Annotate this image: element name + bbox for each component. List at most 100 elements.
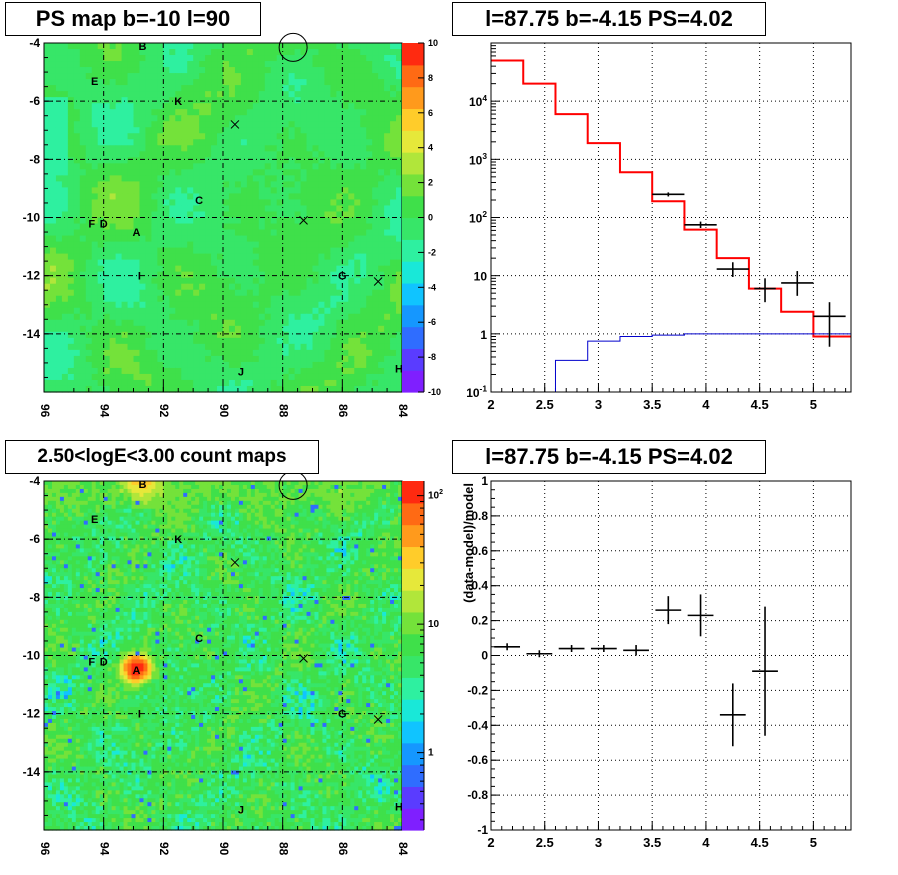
heatmap-cell xyxy=(127,259,135,267)
heatmap-cell xyxy=(205,379,212,387)
heatmap-cell xyxy=(246,488,252,494)
heatmap-cell xyxy=(44,307,51,315)
heatmap-cell xyxy=(366,520,371,526)
heatmap-cell xyxy=(262,488,268,494)
heatmap-cell xyxy=(147,512,152,518)
heatmap-cell xyxy=(396,49,403,56)
heatmap-cell xyxy=(175,73,182,80)
heatmap-cell xyxy=(310,508,316,514)
heatmap-cell xyxy=(73,277,81,285)
heatmap-cell xyxy=(396,43,403,50)
heatmap-cell xyxy=(264,103,272,110)
heatmap-cell xyxy=(79,508,85,514)
heatmap-cell xyxy=(226,484,232,490)
heatmap-cell xyxy=(97,175,105,182)
heatmap-cell xyxy=(205,229,212,237)
heatmap-cell xyxy=(145,199,152,207)
heatmap-cell xyxy=(55,259,63,267)
heatmap-cell xyxy=(44,265,51,273)
heatmap-cell xyxy=(228,55,236,62)
heatmap-cell xyxy=(230,524,236,530)
heatmap-cell xyxy=(55,481,61,486)
heatmap-cell xyxy=(187,241,194,249)
heatmap-cell xyxy=(396,373,403,381)
heatmap-cell xyxy=(354,337,361,345)
heatmap-cell xyxy=(163,373,170,381)
heatmap-cell xyxy=(187,277,194,285)
heatmap-cell xyxy=(151,313,158,321)
heatmap-cell xyxy=(306,361,314,369)
heatmap-cell xyxy=(274,508,280,514)
heatmap-cell xyxy=(79,109,87,116)
heatmap-cell xyxy=(336,115,343,122)
heatmap-cell xyxy=(73,295,81,303)
heatmap-cell xyxy=(318,217,326,225)
heatmap-cell xyxy=(163,187,170,195)
colorbar-tick-label: -4 xyxy=(428,282,436,292)
heatmap-cell xyxy=(44,211,51,219)
heatmap-cell xyxy=(211,217,218,225)
heatmap-cell xyxy=(55,223,63,231)
heatmap-cell xyxy=(258,481,264,486)
heatmap-cell xyxy=(191,524,196,530)
heatmap-cell xyxy=(396,133,403,140)
heatmap-cell xyxy=(228,295,236,303)
heatmap-cell xyxy=(163,512,168,518)
heatmap-cell xyxy=(360,145,367,152)
heatmap-cell xyxy=(187,67,194,74)
heatmap-cell xyxy=(171,524,176,530)
heatmap-cell xyxy=(163,520,168,526)
heatmap-cell xyxy=(354,319,361,327)
heatmap-cell xyxy=(282,313,290,321)
heatmap-cell xyxy=(167,500,172,506)
heatmap-cell xyxy=(223,271,230,279)
heatmap-cell xyxy=(300,121,308,128)
heatmap-cell xyxy=(147,508,152,514)
heatmap-cell xyxy=(396,235,403,243)
heatmap-cell xyxy=(336,247,343,255)
heatmap-cell xyxy=(217,259,224,267)
heatmap-cell xyxy=(358,481,363,486)
heatmap-cell xyxy=(159,520,164,526)
heatmap-cell xyxy=(300,55,308,62)
heatmap-cell xyxy=(282,151,290,158)
heatmap-cell xyxy=(109,277,117,285)
heatmap-cell xyxy=(384,235,391,243)
heatmap-cell xyxy=(394,500,399,506)
heatmap-cell xyxy=(145,361,152,369)
heatmap-cell xyxy=(175,481,180,486)
heatmap-cell xyxy=(250,492,256,498)
heatmap-cell xyxy=(270,175,278,182)
heatmap-cell xyxy=(360,211,367,219)
heatmap-cell xyxy=(360,49,367,56)
heatmap-cell xyxy=(324,241,331,249)
heatmap-cell xyxy=(55,277,63,285)
heatmap-cell xyxy=(360,43,367,50)
heatmap-cell xyxy=(121,97,129,104)
heatmap-cell xyxy=(354,235,361,243)
heatmap-cell xyxy=(234,331,242,339)
heatmap-cell xyxy=(270,211,278,219)
heatmap-cell xyxy=(342,259,349,267)
heatmap-cell xyxy=(121,307,129,315)
heatmap-cell xyxy=(169,109,176,116)
heatmap-cell xyxy=(386,500,391,506)
heatmap-cell xyxy=(254,528,260,534)
heatmap-cell xyxy=(306,187,314,195)
heatmap-cell xyxy=(366,331,373,339)
heatmap-cell xyxy=(252,85,260,92)
heatmap-cell xyxy=(91,79,99,86)
heatmap-cell xyxy=(199,355,206,363)
heatmap-cell xyxy=(306,157,314,164)
heatmap-cell xyxy=(91,331,99,339)
heatmap-cell xyxy=(252,205,260,213)
heatmap-cell xyxy=(151,109,158,116)
heatmap-cell xyxy=(127,229,135,237)
heatmap-cell xyxy=(324,169,331,176)
heatmap-cell xyxy=(211,133,218,140)
heatmap-cell xyxy=(155,484,160,490)
heatmap-cell xyxy=(384,283,391,291)
heatmap-cell xyxy=(254,488,260,494)
heatmap-cell xyxy=(294,139,302,146)
heatmap-cell xyxy=(306,355,314,363)
